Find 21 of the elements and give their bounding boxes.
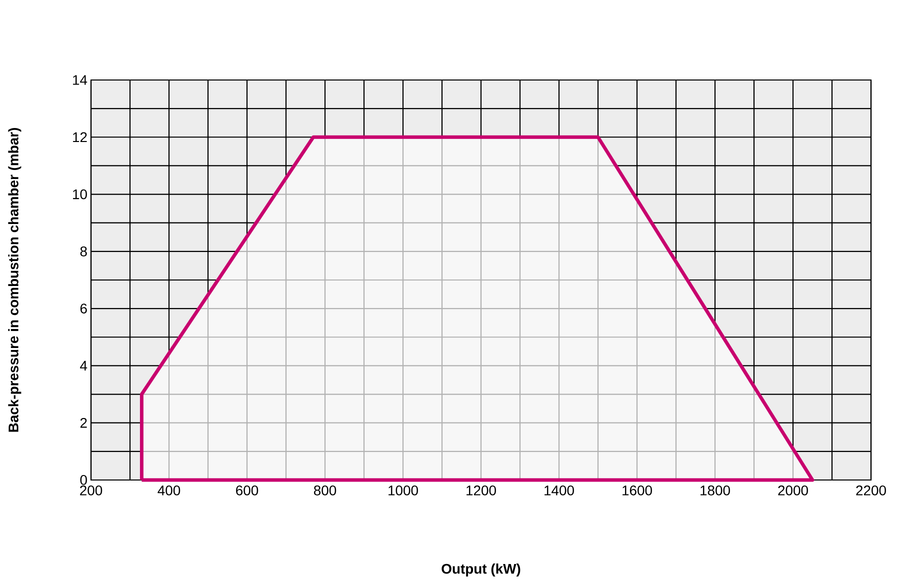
y-tick-label: 0 [80, 475, 87, 485]
x-tick-label: 400 [158, 485, 180, 496]
x-tick-label: 1200 [466, 485, 496, 496]
x-tick-label: 800 [314, 485, 336, 496]
x-tick-label: 600 [236, 485, 258, 496]
y-tick-label: 14 [73, 75, 88, 85]
x-tick-label: 1400 [544, 485, 574, 496]
x-axis-title: Output (kW) [442, 564, 520, 576]
y-tick-label: 12 [73, 132, 87, 142]
x-tick-label: 2000 [778, 485, 808, 496]
x-tick-label: 1000 [388, 485, 418, 496]
y-tick-label: 8 [80, 246, 87, 256]
x-tick-label: 200 [80, 485, 102, 496]
y-tick-label: 2 [80, 418, 87, 428]
x-tick-label: 2200 [856, 485, 886, 496]
y-tick-label: 6 [80, 304, 87, 314]
y-tick-label: 10 [73, 189, 87, 200]
y-tick-label: 4 [80, 360, 88, 370]
x-tick-label: 1800 [700, 485, 730, 496]
y-axis-title: Back-pressure in combustion chamber (mbar) [8, 128, 22, 432]
x-tick-label: 1600 [622, 485, 652, 496]
